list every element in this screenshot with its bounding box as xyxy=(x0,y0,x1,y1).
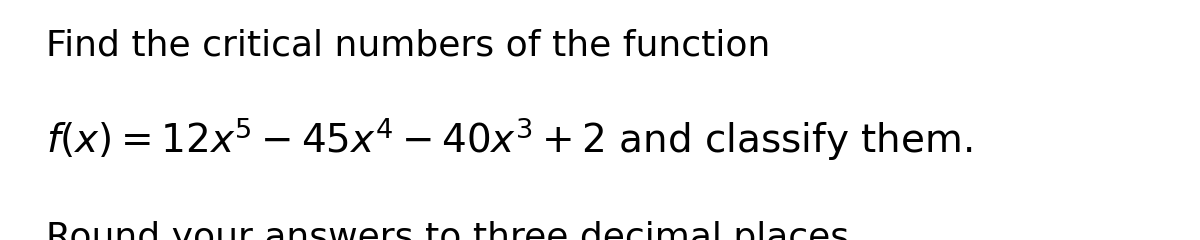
Text: Round your answers to three decimal places.: Round your answers to three decimal plac… xyxy=(46,221,860,240)
Text: $f(x) = 12x^5 - 45x^4 - 40x^3 + 2$ and classify them.: $f(x) = 12x^5 - 45x^4 - 40x^3 + 2$ and c… xyxy=(46,115,972,163)
Text: Find the critical numbers of the function: Find the critical numbers of the functio… xyxy=(46,29,770,63)
